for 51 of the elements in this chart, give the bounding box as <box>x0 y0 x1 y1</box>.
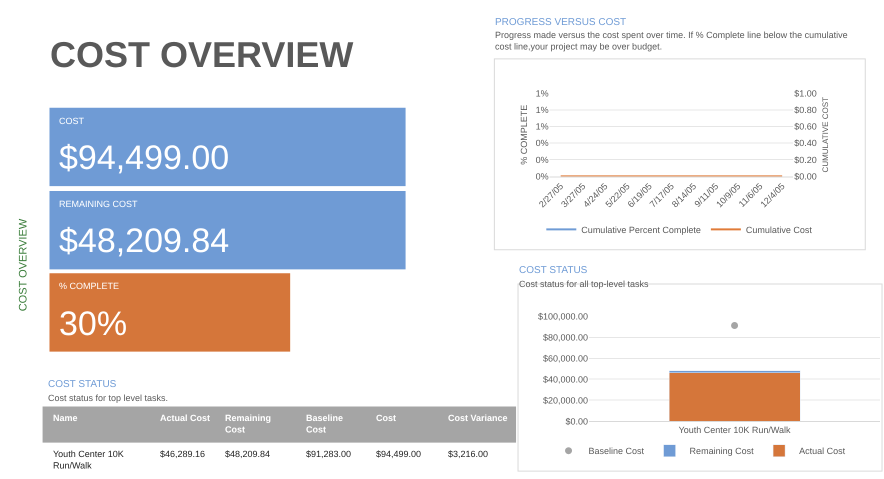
y-tick-label: 1% <box>536 122 549 132</box>
text: $46,289.16 <box>160 449 206 459</box>
category-label: % COMPLETE <box>59 281 120 291</box>
text: COST STATUS <box>48 379 117 390</box>
legend-label: Actual Cost <box>799 446 846 456</box>
y-tick-label: 0% <box>536 138 549 148</box>
legend-label: Cumulative Percent Complete <box>581 224 701 235</box>
y-tick-label: $0.00 <box>566 416 588 426</box>
y2-tick-label: $0.20 <box>794 154 817 165</box>
y-tick-label: $80,000.00 <box>543 332 588 342</box>
text: $48,209.84 <box>59 222 230 260</box>
text: $94,499.00 <box>376 449 422 459</box>
category-label: REMAINING COST <box>59 199 138 209</box>
category-label: Baseline Cost <box>306 413 344 435</box>
y2-tick-label: $0.00 <box>794 172 817 182</box>
y-tick-label: $100,000.00 <box>538 312 588 322</box>
y-tick-label: 0% <box>536 154 549 165</box>
text: $48,209.84 <box>225 449 270 459</box>
y2-tick-label: $0.40 <box>794 138 817 148</box>
y-tick-label: 1% <box>536 88 549 98</box>
y-tick-label: 1% <box>536 104 549 115</box>
text: Youth Center 10K Run/Walk <box>53 449 124 471</box>
text: $3,216.00 <box>448 449 488 459</box>
legend-label: Baseline Cost <box>588 446 645 456</box>
category-label: Cost Variance <box>448 413 508 423</box>
y-axis-title: % COMPLETE <box>518 104 529 165</box>
category-label: Cost <box>376 413 396 423</box>
chart-title: COST STATUS <box>519 265 588 276</box>
text: Cost status for top level tasks. <box>48 393 168 403</box>
category-label: COST <box>59 116 85 126</box>
legend-label: Cumulative Cost <box>746 224 812 235</box>
y-tick-label: 0% <box>536 172 549 182</box>
y-tick-label: $20,000.00 <box>543 395 588 406</box>
text: 30% <box>59 305 128 343</box>
y2-tick-label: $0.80 <box>794 104 817 115</box>
y-tick-label: $40,000.00 <box>543 374 588 384</box>
y2-tick-label: $1.00 <box>794 88 817 98</box>
text: $94,499.00 <box>59 139 230 177</box>
category-label: Name <box>53 413 78 423</box>
legend-label: Remaining Cost <box>690 446 754 456</box>
category-label: Actual Cost <box>160 413 210 423</box>
category-label: Remaining Cost <box>225 413 272 435</box>
chart-subtitle: Progress made versus the cost spent over time. If % Complete line below the cumulative cost line,your project may be over budget. <box>495 30 848 52</box>
chart-title: PROGRESS VERSUS COST <box>495 17 626 28</box>
y2-axis-title: CUMULATIVE COST <box>820 96 830 172</box>
text: $91,283.00 <box>306 449 352 459</box>
y2-tick-label: $0.60 <box>794 122 817 132</box>
text: COST OVERVIEW <box>50 34 354 75</box>
text: COST OVERVIEW <box>17 218 30 312</box>
y-tick-label: $60,000.00 <box>543 353 588 364</box>
chart-subtitle: Cost status for all top-level tasks <box>519 279 650 289</box>
